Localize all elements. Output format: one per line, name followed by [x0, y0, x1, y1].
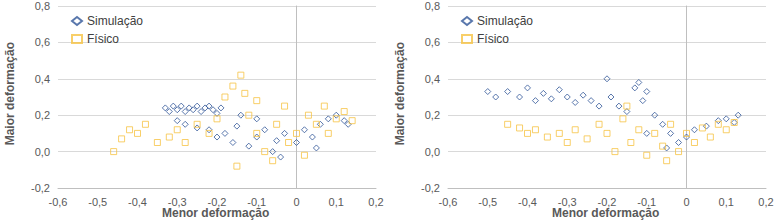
svg-text:Simulação: Simulação: [87, 14, 143, 28]
svg-text:Menor deformação: Menor deformação: [162, 206, 269, 220]
svg-text:0: 0: [683, 196, 689, 208]
svg-text:0,8: 0,8: [35, 0, 50, 12]
svg-text:Maior deformação: Maior deformação: [3, 42, 17, 145]
svg-text:0,2: 0,2: [758, 196, 773, 208]
svg-text:-0,2: -0,2: [421, 182, 440, 194]
svg-text:-0,1: -0,1: [637, 196, 656, 208]
svg-text:-0,4: -0,4: [128, 196, 147, 208]
svg-text:-0,6: -0,6: [439, 196, 458, 208]
svg-text:Físico: Físico: [87, 32, 119, 46]
svg-text:-0,2: -0,2: [598, 196, 617, 208]
svg-text:0,2: 0,2: [368, 196, 383, 208]
svg-text:0,0: 0,0: [425, 146, 440, 158]
svg-text:Simulação: Simulação: [477, 14, 533, 28]
svg-text:-0,2: -0,2: [208, 196, 227, 208]
svg-text:Físico: Físico: [477, 32, 509, 46]
svg-text:0,6: 0,6: [425, 36, 440, 48]
svg-text:-0,2: -0,2: [31, 182, 50, 194]
svg-text:Maior deformação: Maior deformação: [393, 42, 407, 145]
svg-text:0,2: 0,2: [35, 109, 50, 121]
svg-text:0: 0: [293, 196, 299, 208]
svg-text:0,6: 0,6: [35, 36, 50, 48]
svg-text:0,1: 0,1: [329, 196, 344, 208]
svg-text:0,0: 0,0: [35, 146, 50, 158]
svg-text:-0,5: -0,5: [478, 196, 497, 208]
svg-text:0,2: 0,2: [425, 109, 440, 121]
svg-text:-0,6: -0,6: [49, 196, 68, 208]
svg-text:-0,4: -0,4: [518, 196, 537, 208]
svg-text:-0,3: -0,3: [168, 196, 187, 208]
svg-text:0,1: 0,1: [719, 196, 734, 208]
svg-text:-0,5: -0,5: [88, 196, 107, 208]
svg-text:-0,3: -0,3: [558, 196, 577, 208]
svg-text:Menor deformação: Menor deformação: [552, 206, 659, 220]
svg-text:-0,1: -0,1: [247, 196, 266, 208]
svg-text:0,8: 0,8: [425, 0, 440, 12]
svg-text:0,4: 0,4: [425, 73, 440, 85]
svg-text:0,4: 0,4: [35, 73, 50, 85]
